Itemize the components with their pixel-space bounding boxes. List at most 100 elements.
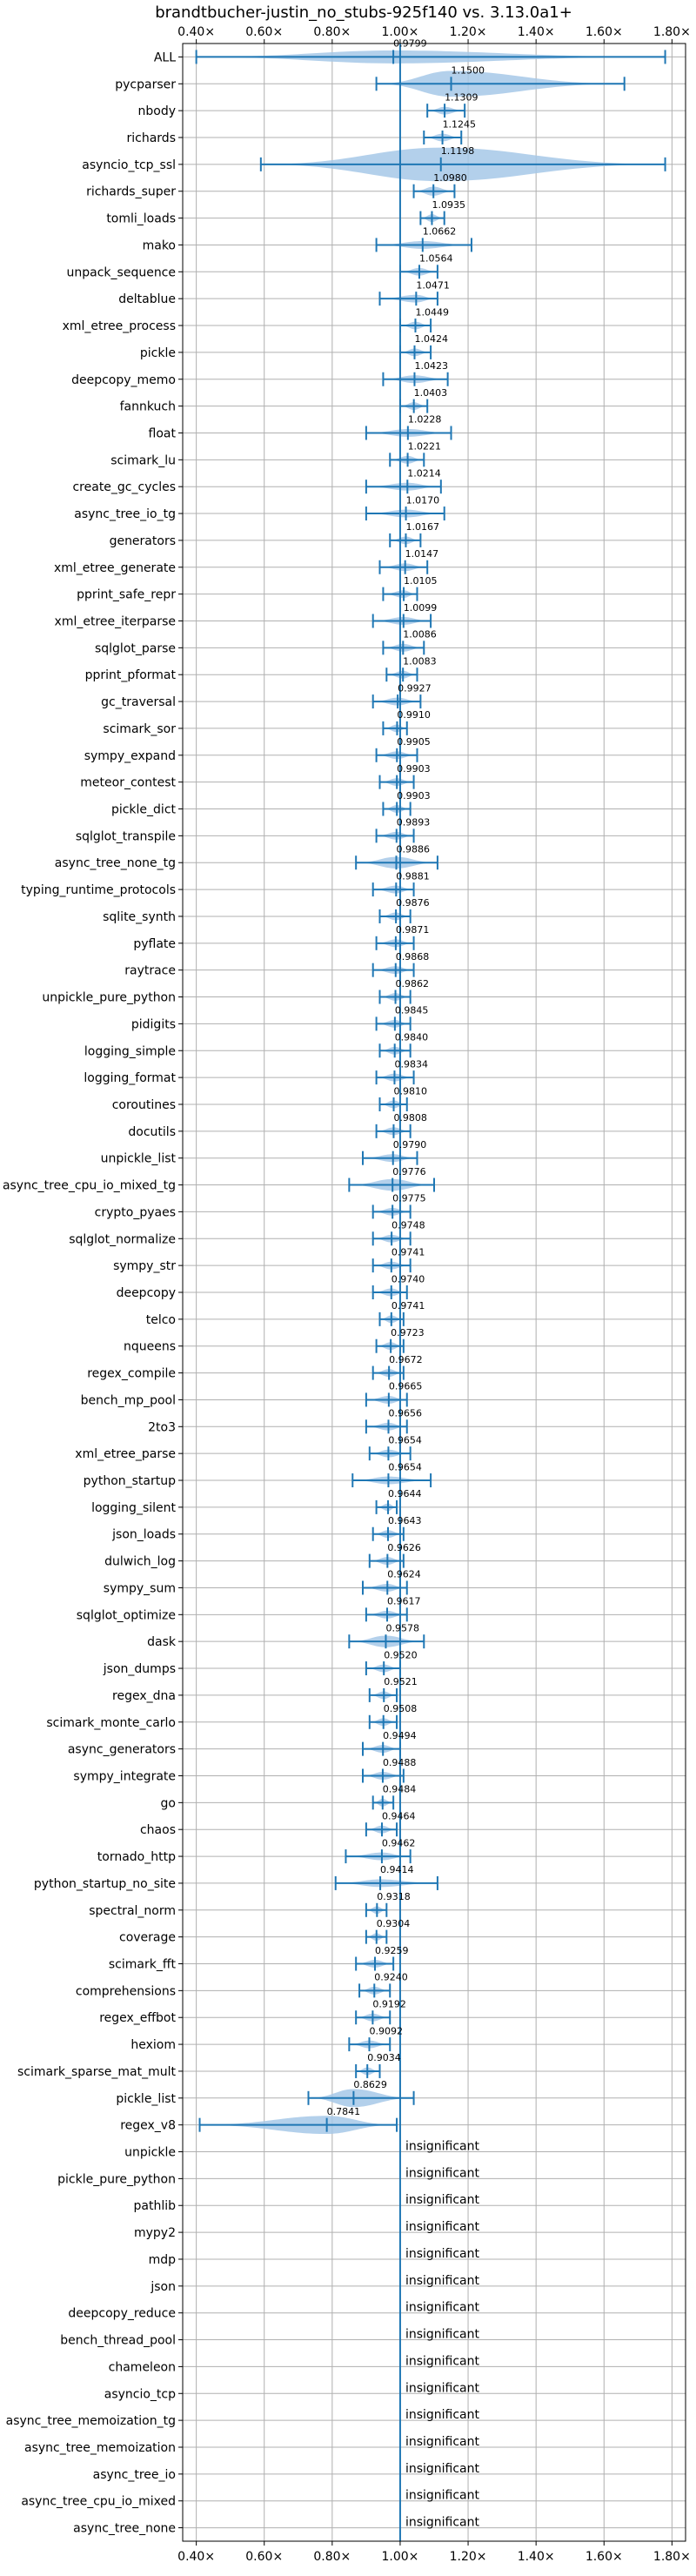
value-label: 0.9790 [393, 1139, 427, 1150]
category-label: mdp [149, 2253, 177, 2267]
value-label: 0.9626 [387, 1542, 421, 1553]
category-label: json_dumps [103, 1662, 176, 1676]
category-label: xml_etree_parse [75, 1447, 176, 1461]
category-label: json_loads [111, 1528, 176, 1542]
value-label: 1.0228 [408, 414, 442, 426]
category-label: dask [147, 1635, 177, 1649]
category-label: ALL [154, 50, 176, 64]
x-tick-label-bottom: 1.40× [518, 2550, 555, 2564]
category-label: spectral_norm [89, 1904, 176, 1918]
category-label: sqlglot_optimize [77, 1608, 176, 1622]
category-label: async_generators [68, 1743, 176, 1757]
category-label: bench_mp_pool [81, 1393, 176, 1407]
value-label: 0.9672 [389, 1354, 423, 1365]
value-label: 0.9192 [372, 1998, 406, 2009]
value-label: 0.9893 [397, 817, 431, 828]
category-label: nbody [138, 104, 177, 118]
value-label: 0.9508 [384, 1703, 418, 1714]
category-label: logging_format [84, 1071, 176, 1085]
category-label: pidigits [131, 1017, 176, 1031]
value-label: 0.9643 [388, 1515, 422, 1526]
category-label: pprint_pformat [85, 668, 177, 682]
x-tick-label-top: 1.40× [518, 25, 555, 39]
value-label: 1.1245 [443, 118, 477, 130]
value-label: 0.9910 [397, 709, 431, 721]
category-label: float [149, 426, 177, 440]
value-label: 1.0086 [403, 629, 437, 641]
value-label: 0.9654 [388, 1461, 422, 1472]
x-tick-label-top: 1.60× [586, 25, 623, 39]
category-label: docutils [128, 1125, 176, 1139]
value-label: 1.0214 [407, 467, 441, 479]
insignificant-label: insignificant [405, 2193, 480, 2207]
category-label: tornado_http [97, 1850, 176, 1864]
category-label: coverage [119, 1931, 176, 1945]
category-label: sqlglot_transpile [76, 829, 176, 843]
value-label: 0.9876 [396, 897, 430, 909]
category-label: richards_super [86, 185, 176, 199]
value-label: 0.9927 [398, 682, 432, 694]
category-label: async_tree_none_tg [55, 856, 176, 870]
value-label: 1.1500 [452, 65, 485, 77]
value-label: 0.9644 [388, 1488, 422, 1499]
category-label: sqlite_synth [103, 910, 176, 924]
category-label: deltablue [118, 292, 176, 306]
value-label: 0.9578 [385, 1622, 419, 1633]
category-label: scimark_lu [110, 453, 176, 467]
category-label: pickle [140, 346, 176, 360]
category-label: asyncio_tcp_ssl [82, 158, 176, 172]
value-label: 1.0564 [419, 253, 452, 265]
category-label: scimark_fft [109, 1958, 177, 1972]
value-label: 0.9318 [377, 1891, 411, 1902]
value-label: 0.9034 [367, 2052, 401, 2063]
value-label: 0.9520 [384, 1649, 418, 1660]
label-layer: 0.40× 0.40× 0.60× 0.60× 0.80× 0.80× 1.00× 1.00×… [3, 25, 691, 2564]
category-label: sympy_integrate [73, 1769, 176, 1783]
value-label: 0.9868 [396, 951, 430, 963]
category-label: async_tree_cpu_io_mixed [21, 2495, 176, 2509]
category-label: typing_runtime_protocols [21, 883, 176, 897]
value-label: 0.9665 [389, 1381, 423, 1392]
insignificant-label: insignificant [405, 2166, 480, 2180]
value-label: 1.0471 [416, 279, 450, 291]
category-label: pyflate [133, 937, 176, 951]
value-label: 0.9484 [383, 1784, 417, 1795]
value-label: 1.0170 [406, 494, 440, 506]
insignificant-label: insignificant [405, 2220, 480, 2234]
category-label: create_gc_cycles [72, 480, 176, 494]
value-label: 0.9862 [396, 978, 430, 989]
category-label: pickle_dict [111, 803, 177, 817]
violin-layer [195, 44, 666, 2541]
x-tick-label-bottom: 1.00× [381, 2550, 418, 2564]
value-label: 0.9905 [397, 736, 431, 748]
value-label: 0.9834 [394, 1058, 428, 1070]
x-tick-label-top: 1.80× [653, 25, 691, 39]
category-label: sqlglot_normalize [69, 1232, 176, 1246]
category-label: async_tree_memoization_tg [6, 2414, 176, 2428]
x-tick-label-top: 0.60× [245, 25, 283, 39]
value-label: 0.9494 [383, 1730, 417, 1741]
category-label: richards [127, 131, 177, 145]
category-label: deepcopy [117, 1286, 176, 1300]
category-label: regex_v8 [120, 2119, 176, 2133]
grid-layer [178, 39, 686, 2546]
category-label: chameleon [109, 2360, 176, 2374]
category-label: asyncio_tcp [104, 2387, 176, 2401]
category-label: deepcopy_memo [71, 373, 176, 387]
value-label: 0.9414 [380, 1864, 414, 1875]
x-tick-label-bottom: 0.40× [177, 2550, 215, 2564]
x-tick-label-bottom: 1.80× [653, 2550, 691, 2564]
category-label: crypto_pyaes [95, 1205, 176, 1219]
category-label: logging_simple [84, 1044, 176, 1058]
category-label: unpack_sequence [67, 265, 176, 279]
category-label: async_tree_io_tg [74, 507, 176, 521]
category-label: mako [143, 238, 176, 252]
insignificant-label: insignificant [405, 2462, 480, 2476]
value-label: 1.0105 [404, 575, 438, 587]
value-label: 1.1309 [445, 91, 478, 103]
x-tick-label-top: 1.20× [450, 25, 487, 39]
insignificant-label: insignificant [405, 2328, 480, 2342]
value-label: 0.9624 [387, 1569, 421, 1580]
value-label: 0.9521 [384, 1676, 418, 1687]
